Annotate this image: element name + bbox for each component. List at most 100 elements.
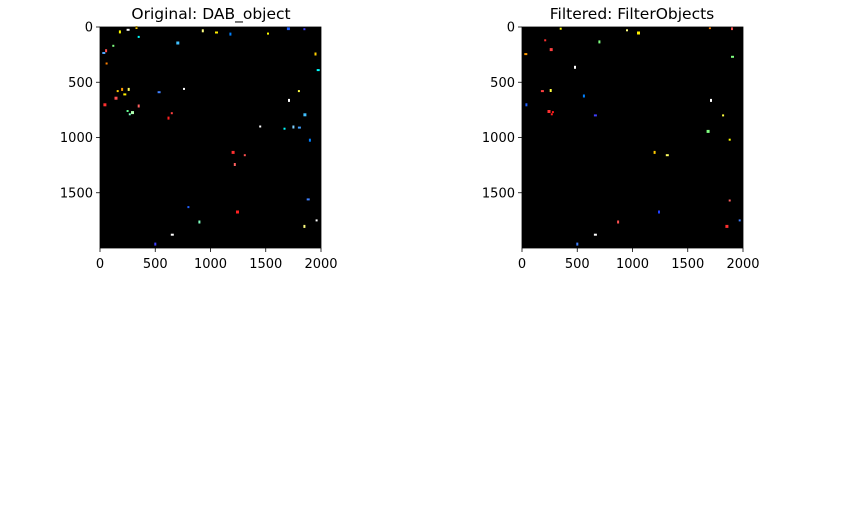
filtered-object (525, 103, 528, 107)
filtered-y-tick-label: 0 (507, 21, 515, 36)
original-object (137, 104, 140, 108)
filtered-x-tick-label: 2000 (726, 257, 759, 272)
filtered-object (665, 154, 669, 157)
original-object (297, 90, 300, 93)
original-object (229, 32, 232, 36)
original-x-tick-label: 500 (143, 257, 168, 272)
filtered-object (637, 31, 640, 35)
filtered-object (549, 48, 553, 52)
original-object (308, 138, 311, 142)
original-object (157, 91, 161, 94)
filtered-image (522, 27, 743, 248)
original-y-tick-label: 500 (68, 76, 93, 91)
original-object (105, 49, 108, 53)
filtered-object (710, 98, 712, 102)
filtered-x-tick-label: 1000 (616, 257, 649, 272)
filtered-object (540, 90, 544, 93)
filtered-object (544, 39, 547, 42)
filtered-object (593, 114, 597, 117)
original-object (283, 127, 286, 130)
filtered-object (574, 65, 576, 69)
original-object (303, 28, 306, 31)
original-object (314, 52, 317, 56)
filtered-object (617, 220, 620, 224)
original-object (183, 87, 185, 90)
original-object (187, 206, 190, 209)
filtered-object (728, 138, 731, 141)
original-object (131, 111, 134, 115)
filtered-object (708, 27, 711, 30)
filtered-object (576, 242, 579, 246)
filtered-object (547, 110, 551, 113)
original-object (114, 96, 118, 100)
original-object (236, 210, 239, 214)
original-object (297, 126, 301, 129)
original-object (315, 219, 318, 222)
original-x-tick-label: 0 (96, 257, 104, 272)
filtered-object (722, 114, 725, 117)
original-object (137, 35, 140, 38)
original-object (127, 87, 130, 91)
original-image (100, 27, 321, 248)
filtered-y-tick-label: 1500 (482, 186, 515, 201)
original-object (126, 28, 130, 31)
original-y-tick-label: 0 (85, 21, 93, 36)
original-object (102, 52, 106, 54)
filtered-object (706, 129, 710, 133)
filtered-object (593, 233, 597, 236)
original-object (303, 224, 306, 228)
filtered-object (728, 199, 731, 202)
filtered-object (550, 113, 553, 116)
panel-filtered: Filtered: FilterObjects 0 500 1000 1500 2000… (482, 5, 760, 272)
panel-original-plot: 0 500 1000 1500 2000 0 500 1000 1500 (60, 21, 338, 273)
filtered-object (524, 53, 528, 56)
filtered-x-tick-label: 500 (565, 257, 590, 272)
filtered-object (653, 150, 656, 154)
original-object (154, 242, 157, 246)
original-object (198, 220, 201, 224)
filtered-object (738, 219, 741, 222)
original-object (103, 103, 107, 107)
original-object (170, 233, 174, 236)
original-y-tick-label: 1500 (60, 186, 93, 201)
original-object (288, 98, 290, 102)
original-object (170, 112, 173, 115)
original-object (201, 29, 204, 33)
filtered-object (731, 55, 734, 58)
original-object (306, 198, 310, 201)
original-object (116, 90, 119, 93)
filtered-object (598, 40, 601, 44)
original-object (233, 163, 236, 166)
original-object (126, 110, 129, 112)
filtered-x-tick-label: 0 (518, 257, 526, 272)
original-object (316, 69, 320, 72)
original-object (128, 113, 131, 116)
original-object (303, 113, 307, 117)
filtered-object (582, 94, 585, 98)
filtered-y-tick-label: 500 (490, 76, 515, 91)
original-object (112, 44, 115, 47)
filtered-object (658, 210, 660, 214)
original-object (105, 62, 108, 65)
panel-filtered-title: Filtered: FilterObjects (550, 5, 715, 23)
original-object (121, 87, 124, 91)
filtered-object (626, 29, 628, 32)
original-object (259, 125, 262, 128)
panel-filtered-plot: 0 500 1000 1500 2000 0 500 1000 1500 (482, 21, 760, 273)
original-object (123, 93, 127, 96)
filtered-object (725, 224, 729, 228)
original-object (118, 30, 121, 34)
original-object (167, 116, 170, 120)
original-x-tick-label: 1000 (194, 257, 227, 272)
filtered-object (559, 27, 562, 30)
original-y-tick-label: 1000 (60, 131, 93, 146)
original-x-tick-label: 1500 (249, 257, 282, 272)
filtered-object (549, 89, 552, 92)
original-object (215, 31, 218, 34)
original-object (267, 32, 269, 35)
original-object (286, 27, 290, 31)
original-object (243, 154, 246, 157)
filtered-y-tick-label: 1000 (482, 131, 515, 146)
filtered-x-tick-label: 1500 (671, 257, 704, 272)
